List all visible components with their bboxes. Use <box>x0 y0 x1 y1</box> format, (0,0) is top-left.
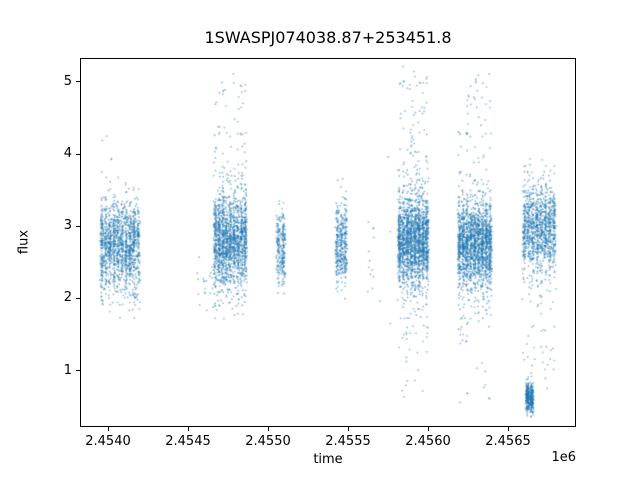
x-tick-mark <box>107 427 109 431</box>
y-tick-label: 3 <box>63 218 72 234</box>
x-tick-label: 2.4560 <box>405 434 451 449</box>
x-tick-mark <box>267 427 269 431</box>
x-tick-mark <box>507 427 509 431</box>
x-axis-offset-label: 1e6 <box>551 450 576 465</box>
x-axis-label: time <box>313 452 343 467</box>
chart-title: 1SWASPJ074038.87+253451.8 <box>204 28 452 47</box>
x-tick-label: 2.4540 <box>85 434 131 449</box>
scatter-points-canvas <box>80 58 576 427</box>
x-tick-label: 2.4565 <box>485 434 531 449</box>
x-tick-label: 2.4545 <box>165 434 211 449</box>
x-tick-mark <box>187 427 189 431</box>
x-tick-label: 2.4550 <box>245 434 291 449</box>
y-tick-label: 1 <box>63 362 72 378</box>
y-tick-mark <box>76 81 80 83</box>
x-tick-label: 2.4555 <box>325 434 371 449</box>
y-tick-label: 4 <box>63 146 72 162</box>
y-tick-mark <box>76 225 80 227</box>
y-tick-mark <box>76 153 80 155</box>
y-tick-mark <box>76 370 80 372</box>
y-tick-label: 5 <box>63 73 72 89</box>
y-axis-label: flux <box>16 229 32 255</box>
x-tick-mark <box>427 427 429 431</box>
y-tick-label: 2 <box>63 290 72 306</box>
x-tick-mark <box>347 427 349 431</box>
y-tick-mark <box>76 297 80 299</box>
